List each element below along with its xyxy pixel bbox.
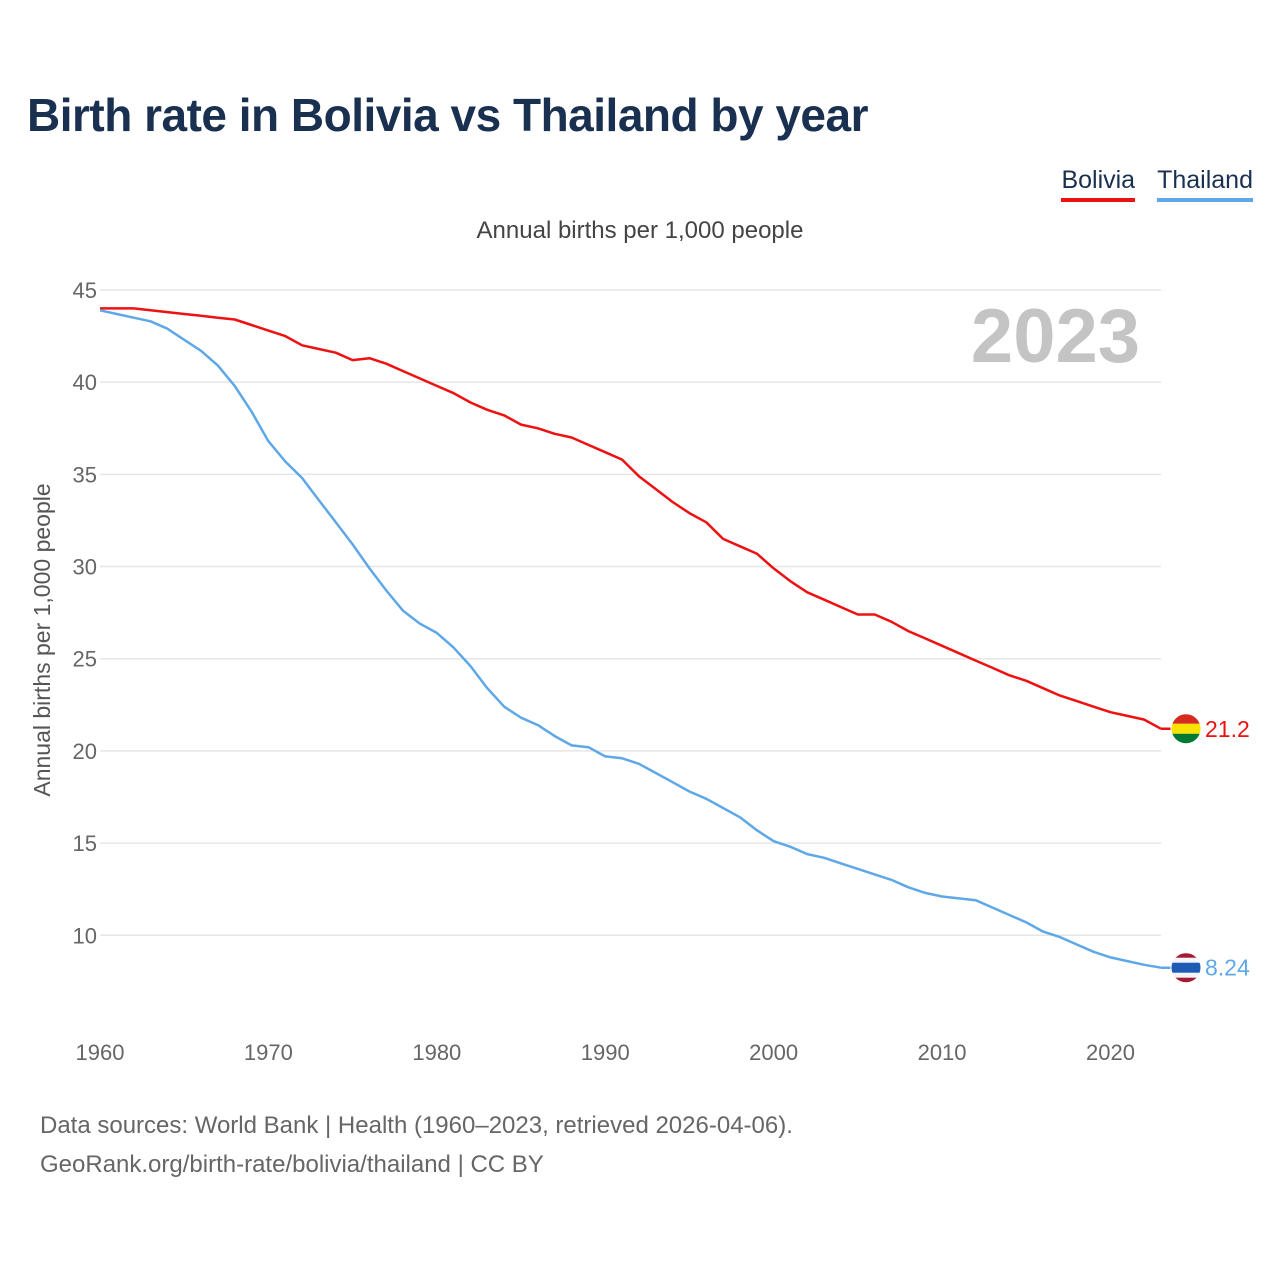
- x-tick-label: 2000: [749, 1040, 798, 1065]
- y-tick-label: 35: [73, 462, 97, 487]
- x-tick-label: 1970: [244, 1040, 293, 1065]
- series-line-thailand: [99, 309, 1162, 969]
- y-tick-label: 10: [73, 923, 97, 948]
- x-tick-label: 2010: [918, 1040, 967, 1065]
- series-line-bolivia: [100, 307, 1162, 730]
- x-tick-label: 1990: [581, 1040, 630, 1065]
- source-link[interactable]: GeoRank.org/birth-rate/bolivia/thailand …: [40, 1151, 544, 1178]
- x-tick-label: 1960: [76, 1040, 125, 1065]
- y-tick-label: 30: [73, 555, 97, 580]
- y-tick-label: 40: [73, 370, 97, 395]
- x-axis-ticks: 1960 1970 1980 1990 2000 2010 2020: [76, 1040, 1135, 1065]
- x-tick-label: 1980: [412, 1040, 461, 1065]
- gridlines: [100, 289, 1161, 937]
- x-tick-label: 2020: [1086, 1040, 1135, 1065]
- end-markers: 21.2 8.24: [1161, 713, 1250, 984]
- footer: Data sources: World Bank | Health (1960–…: [40, 1106, 793, 1184]
- chart-title: Birth rate in Bolivia vs Thailand by yea…: [27, 89, 869, 141]
- y-tick-label: 45: [73, 278, 97, 303]
- series-lines: [99, 307, 1162, 969]
- y-axis-label: Annual births per 1,000 people: [29, 483, 55, 796]
- thailand-flag-icon: [1170, 952, 1202, 984]
- y-axis-ticks: 10 15 20 25 30 35 40 45: [73, 278, 97, 948]
- end-value-label-thailand: 8.24: [1205, 955, 1250, 981]
- end-value-label-bolivia: 21.2: [1205, 716, 1250, 742]
- legend-item-bolivia[interactable]: Bolivia: [1061, 166, 1136, 202]
- chart-subtitle: Annual births per 1,000 people: [476, 217, 804, 244]
- bolivia-flag-icon: [1170, 713, 1202, 745]
- data-source-text: Data sources: World Bank | Health (1960–…: [40, 1112, 793, 1139]
- legend: Bolivia Thailand: [1061, 166, 1253, 202]
- line-chart: 10 15 20 25 30 35 40 45 1960 1970 1980 1990 2000 201…: [29, 278, 1250, 1065]
- y-tick-label: 15: [73, 831, 97, 856]
- legend-item-thailand[interactable]: Thailand: [1157, 166, 1253, 202]
- year-watermark: 2023: [971, 294, 1140, 379]
- y-tick-label: 20: [73, 739, 97, 764]
- y-tick-label: 25: [73, 647, 97, 672]
